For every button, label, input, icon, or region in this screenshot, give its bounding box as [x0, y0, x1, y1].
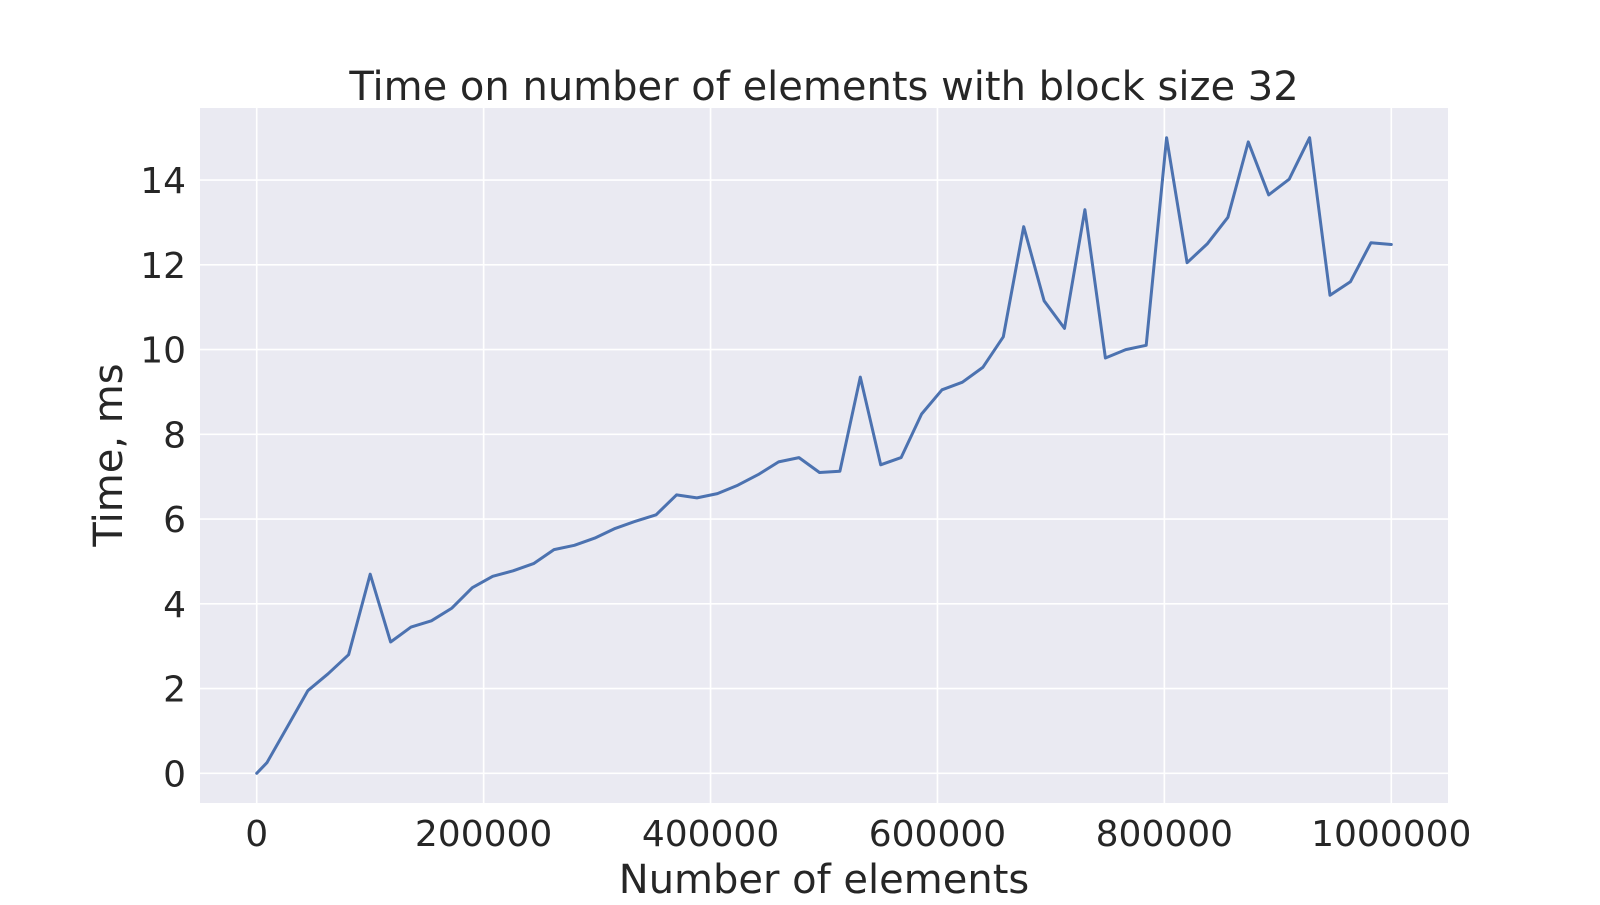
series-line: [255, 136, 1393, 775]
grid-lines: [200, 108, 1448, 803]
y-tick-label: 0: [163, 754, 186, 795]
y-tick-label: 6: [163, 500, 186, 541]
plot-background: [200, 108, 1448, 803]
y-tick-label: 12: [140, 246, 186, 287]
x-tick-label: 200000: [415, 814, 552, 855]
chart-title: Time on number of elements with block si…: [348, 64, 1298, 110]
y-tick-label: 14: [140, 161, 186, 202]
y-axis-label: Time, ms: [86, 363, 132, 547]
y-tick-label: 10: [140, 331, 186, 372]
x-tick-label: 0: [245, 814, 268, 855]
x-tick-label: 1000000: [1311, 814, 1471, 855]
y-tick-labels: 0 2 4 6 8 10 12 14: [140, 161, 186, 795]
x-tick-label: 400000: [642, 814, 779, 855]
x-axis-label: Number of elements: [619, 857, 1029, 900]
y-tick-label: 4: [163, 585, 186, 626]
x-tick-labels: 0 200000 400000 600000 800000 1000000: [245, 814, 1471, 855]
y-tick-label: 8: [163, 415, 186, 456]
x-tick-label: 800000: [1096, 814, 1233, 855]
x-tick-label: 600000: [869, 814, 1006, 855]
y-tick-label: 2: [163, 670, 186, 711]
